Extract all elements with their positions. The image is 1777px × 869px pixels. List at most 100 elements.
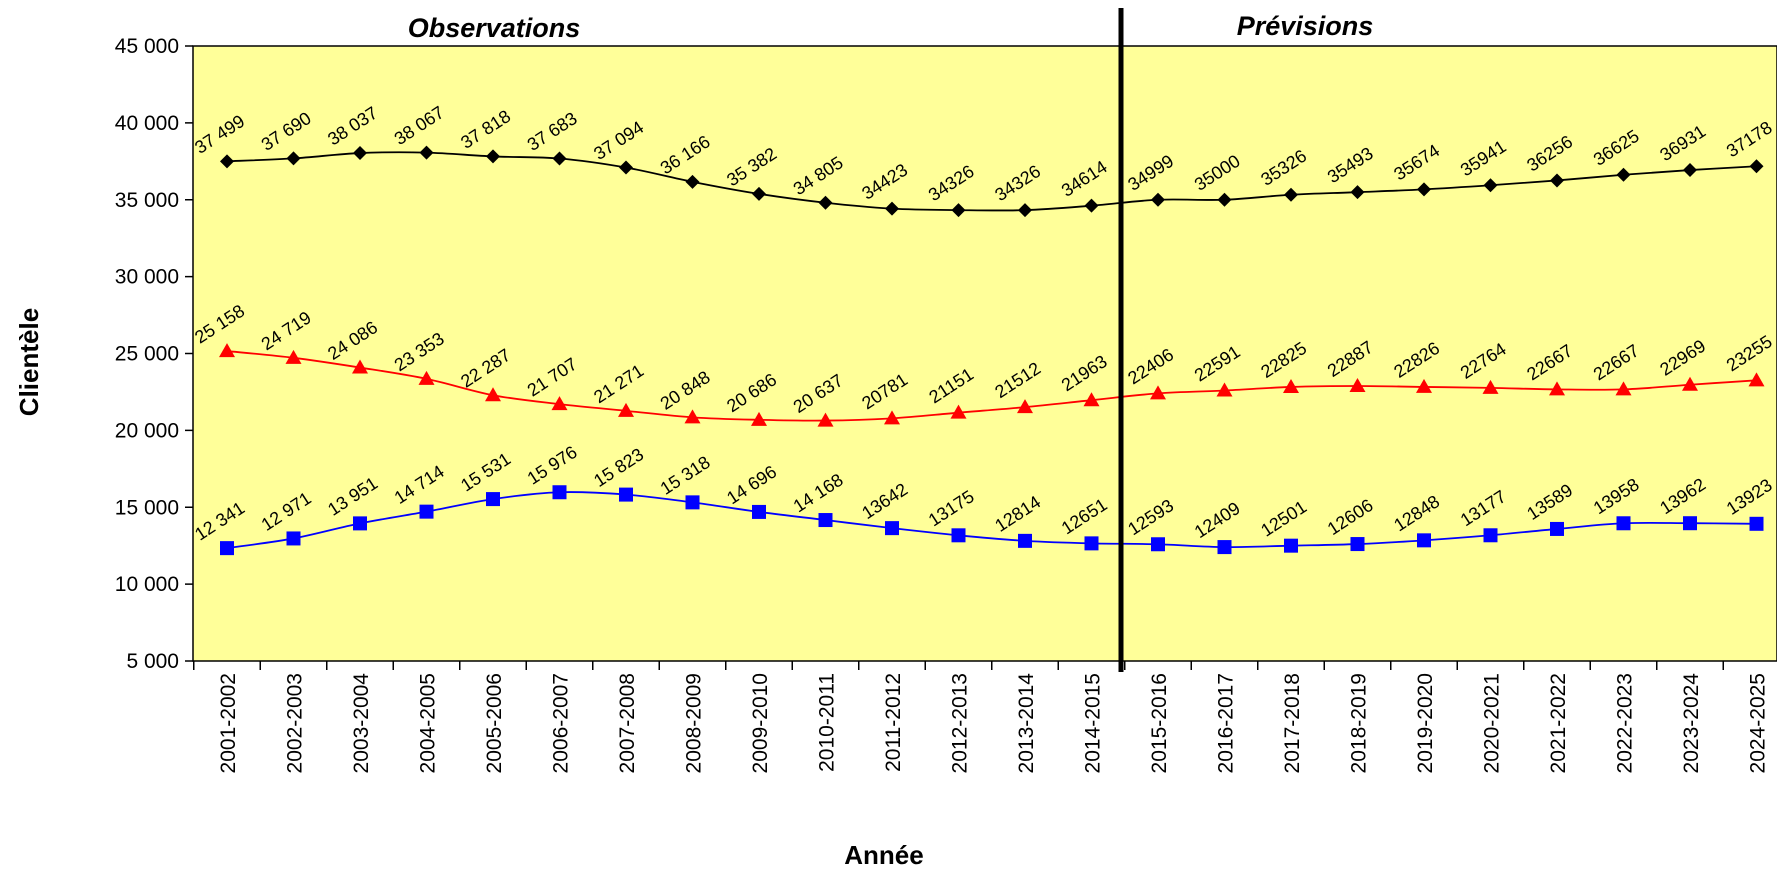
data-point xyxy=(1284,538,1298,553)
x-tick-label: 2008-2009 xyxy=(683,673,706,773)
y-tick-label: 30 000 xyxy=(115,266,179,289)
x-tick-label: 2009-2010 xyxy=(749,673,772,773)
y-tick-label: 40 000 xyxy=(115,112,179,135)
series-line xyxy=(226,350,1757,422)
x-tick-label: 2014-2015 xyxy=(1082,673,1105,773)
data-point xyxy=(1017,399,1033,414)
data-point xyxy=(685,174,700,189)
data-point xyxy=(817,412,834,427)
y-tick-label: 25 000 xyxy=(115,343,179,366)
x-tick-label: 2004-2005 xyxy=(417,673,440,773)
data-point xyxy=(752,504,766,519)
x-tick-label: 2020-2021 xyxy=(1481,673,1504,773)
x-tick-label: 2006-2007 xyxy=(550,673,573,773)
plot-area xyxy=(192,45,1777,662)
data-point xyxy=(1350,537,1365,552)
data-point xyxy=(1216,382,1233,397)
section-title-previsions: Prévisions xyxy=(1237,11,1374,41)
data-point xyxy=(1349,377,1366,392)
data-point xyxy=(1151,192,1165,207)
data-point xyxy=(950,404,967,419)
data-point xyxy=(1483,178,1498,193)
data-point xyxy=(619,160,633,175)
x-tick-label: 2022-2023 xyxy=(1614,673,1637,773)
data-point xyxy=(752,186,766,201)
x-tick-label: 2011-2012 xyxy=(882,673,905,772)
data-point xyxy=(1284,187,1298,202)
data-point xyxy=(286,151,301,166)
data-point xyxy=(418,370,435,385)
data-point xyxy=(1749,159,1764,174)
y-tick-label: 5 000 xyxy=(126,650,179,673)
x-tick-label: 2019-2020 xyxy=(1414,673,1437,773)
data-point xyxy=(1217,540,1232,555)
data-point xyxy=(219,343,235,358)
x-tick-label: 2015-2016 xyxy=(1148,673,1171,773)
data-point xyxy=(352,359,368,374)
x-tick-label: 2003-2004 xyxy=(350,673,373,774)
data-point xyxy=(1151,537,1165,552)
data-point xyxy=(285,349,302,364)
data-point xyxy=(1150,385,1166,400)
data-point xyxy=(286,531,301,546)
data-point xyxy=(353,146,367,161)
x-tick-label: 2007-2008 xyxy=(616,673,639,773)
data-point xyxy=(551,396,568,411)
y-axis: 5 000 10 000 15 000 20 000 25 000 30 000 35 00… xyxy=(115,35,193,673)
data-point xyxy=(884,410,900,425)
data-point xyxy=(1483,528,1498,543)
x-axis: 2001-2002 2002-2003 2003-2004 2004-2005 2005… xyxy=(193,661,1770,774)
x-tick-label: 2021-2022 xyxy=(1547,673,1570,773)
x-axis-title: Année xyxy=(844,840,923,869)
data-point xyxy=(1084,198,1099,213)
x-tick-label: 2024-2025 xyxy=(1747,673,1770,773)
data-point xyxy=(1217,192,1232,207)
data-point xyxy=(1018,533,1032,548)
y-tick-label: 35 000 xyxy=(115,189,179,212)
data-point xyxy=(552,151,567,166)
x-tick-label: 2013-2014 xyxy=(1015,673,1038,774)
data-point xyxy=(1550,521,1564,536)
y-tick-label: 10 000 xyxy=(115,573,179,596)
data-point xyxy=(1616,167,1631,182)
x-tick-label: 2018-2019 xyxy=(1348,673,1371,773)
data-point xyxy=(684,409,701,424)
data-point xyxy=(220,154,234,169)
data-point xyxy=(951,528,966,543)
data-point xyxy=(1749,516,1764,531)
data-point xyxy=(818,513,833,528)
data-point xyxy=(1350,185,1365,200)
data-point xyxy=(220,541,234,556)
data-point xyxy=(552,485,567,500)
data-point xyxy=(618,402,634,417)
data-point xyxy=(1615,381,1632,396)
data-point xyxy=(751,411,767,426)
data-point xyxy=(1682,376,1698,391)
data-point xyxy=(1550,173,1564,188)
data-point xyxy=(619,487,633,502)
y-tick-label: 15 000 xyxy=(115,496,179,519)
x-tick-label: 2002-2003 xyxy=(284,673,307,773)
x-tick-label: 2023-2024 xyxy=(1680,673,1703,774)
data-point xyxy=(1083,392,1100,407)
data-point xyxy=(1482,379,1499,394)
data-point xyxy=(1683,516,1697,531)
data-point xyxy=(419,145,434,160)
data-point xyxy=(1416,378,1432,393)
data-point xyxy=(419,504,434,519)
data-point xyxy=(486,149,500,164)
x-tick-label: 2017-2018 xyxy=(1281,673,1304,773)
data-point xyxy=(485,387,501,402)
y-tick-label: 20 000 xyxy=(115,419,179,442)
data-point xyxy=(685,495,700,510)
x-tick-label: 2010-2011 xyxy=(816,673,839,772)
section-title-observations: Observations xyxy=(408,13,581,43)
data-point xyxy=(885,201,899,216)
data-point xyxy=(1283,378,1299,393)
data-point xyxy=(1683,163,1697,178)
data-point xyxy=(818,195,833,210)
y-tick-label: 45 000 xyxy=(115,35,179,58)
data-point xyxy=(951,203,966,218)
data-point xyxy=(1748,372,1765,387)
